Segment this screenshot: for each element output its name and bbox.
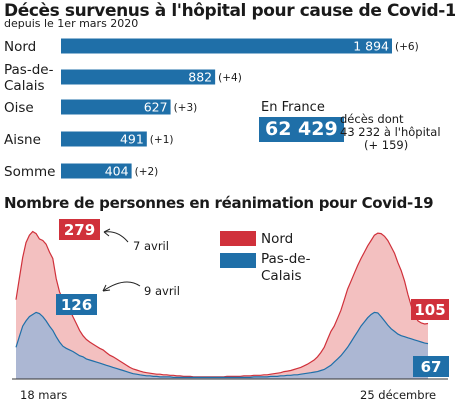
category-label: Aisne bbox=[4, 132, 41, 148]
bar bbox=[61, 163, 132, 179]
bar bbox=[61, 69, 216, 85]
pas-de-calais-area bbox=[16, 312, 428, 379]
bar-increment-label: (+1) bbox=[150, 134, 174, 146]
icu-area-chart: 18 mars 25 décembre Nord Pas-de-Calais 279 12… bbox=[12, 219, 449, 402]
x-end-label: 25 décembre bbox=[360, 388, 436, 402]
x-start-label: 18 mars bbox=[20, 388, 67, 402]
legend-swatch-nord bbox=[220, 231, 256, 246]
france-line1: décès dont bbox=[340, 112, 404, 126]
bar bbox=[61, 131, 147, 147]
france-total-value: 62 429 bbox=[259, 117, 344, 142]
peak-nord-box bbox=[59, 219, 100, 240]
death-bar-chart: Nord 1 894 (+6) Pas-de-Calais 882 (+4) Oise 627… bbox=[4, 38, 419, 180]
icu-chart-title: Nombre de personnes en réanimation pour … bbox=[4, 194, 434, 212]
legend-label-pas-de-calais-1: Pas-de- bbox=[261, 251, 311, 267]
chart-subtitle: depuis le 1er mars 2020 bbox=[4, 17, 139, 30]
category-label: Calais bbox=[4, 78, 45, 94]
bar-value-label: 882 bbox=[188, 70, 212, 85]
arrowhead-9-avril bbox=[102, 284, 111, 292]
bar-value-label: 627 bbox=[144, 100, 168, 115]
legend-label-pas-de-calais-2: Calais bbox=[261, 268, 302, 284]
bar-increment-label: (+2) bbox=[135, 166, 159, 178]
bar-increment-label: (+4) bbox=[218, 72, 242, 84]
arrowhead-7-avril bbox=[103, 228, 111, 237]
bar-increment-label: (+3) bbox=[174, 102, 198, 114]
france-heading: En France bbox=[261, 100, 325, 115]
category-label: Nord bbox=[4, 39, 36, 55]
chart-title: Décès survenus à l'hôpital pour cause de… bbox=[4, 1, 455, 21]
france-line2: 43 232 à l'hôpital bbox=[340, 125, 441, 139]
france-line3: (+ 159) bbox=[364, 138, 409, 152]
pas-de-calais-line bbox=[15, 311, 429, 378]
peak-pas-de-calais-label: 126 bbox=[61, 296, 92, 314]
arrow-9-avril bbox=[102, 281, 141, 292]
bar-value-label: 1 894 bbox=[353, 39, 389, 54]
last-pas-de-calais-box bbox=[413, 356, 449, 377]
peak-pas-de-calais-box bbox=[56, 294, 97, 315]
arrow-7-avril bbox=[103, 231, 129, 243]
legend-swatch-pas-de-calais bbox=[220, 253, 256, 268]
france-total-box: En France 62 429 décès dont 43 232 à l'h… bbox=[259, 100, 449, 160]
bar-value-label: 404 bbox=[105, 164, 129, 179]
category-label: Oise bbox=[4, 100, 34, 116]
bar bbox=[61, 38, 392, 54]
bar bbox=[61, 99, 171, 115]
category-label: Pas-de- bbox=[4, 62, 54, 78]
last-nord-box bbox=[411, 299, 449, 320]
peak-nord-label: 279 bbox=[64, 221, 95, 239]
bar-value-label: 491 bbox=[120, 132, 144, 147]
category-label: Somme bbox=[4, 164, 55, 180]
bar-increment-label: (+6) bbox=[395, 41, 419, 53]
legend-label-nord: Nord bbox=[261, 231, 293, 247]
last-pas-de-calais-label: 67 bbox=[421, 358, 442, 376]
annotation-7-avril: 7 avril bbox=[133, 239, 169, 253]
annotation-9-avril: 9 avril bbox=[144, 284, 180, 298]
last-nord-label: 105 bbox=[414, 301, 445, 319]
